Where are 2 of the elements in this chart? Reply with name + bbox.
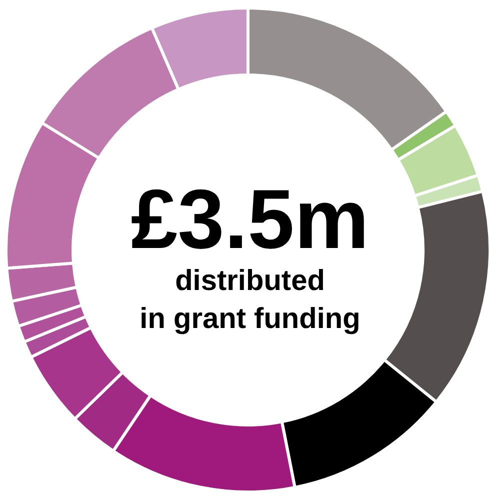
text: distributed in grant funding <box>140 265 360 335</box>
text: £3.5m <box>130 172 370 266</box>
